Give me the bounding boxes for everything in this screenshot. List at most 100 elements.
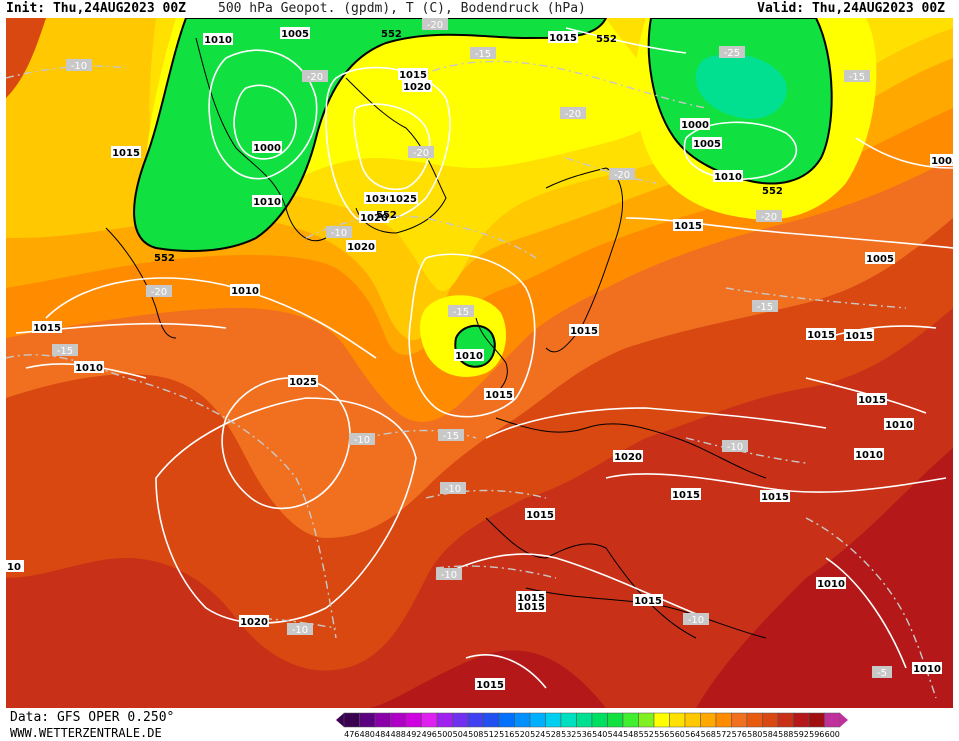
svg-text:1015: 1015 — [517, 602, 545, 613]
legend-swatch — [576, 712, 593, 728]
legend-swatch — [405, 712, 422, 728]
legend-label: 524 — [530, 730, 546, 739]
svg-text:1015: 1015 — [399, 70, 427, 81]
legend-label: 596 — [809, 730, 825, 739]
svg-text:-10: -10 — [354, 435, 370, 446]
legend-swatch — [669, 712, 686, 728]
legend-label: 544 — [607, 730, 623, 739]
legend-label: 584 — [762, 730, 778, 739]
field-red-corner — [6, 18, 46, 98]
legend-swatch — [467, 712, 484, 728]
legend-swatch — [700, 712, 717, 728]
legend-label: 592 — [793, 730, 809, 739]
pressure-label: 1005 — [930, 154, 953, 167]
svg-text:1005: 1005 — [866, 254, 894, 265]
svg-text:1010: 1010 — [75, 363, 103, 374]
legend-swatch — [684, 712, 701, 728]
legend-labels: 4764804844884924965005045085125165205245… — [344, 730, 840, 739]
pressure-label: 1020 — [613, 450, 643, 463]
pressure-label: 1010 — [252, 195, 282, 208]
valid-time: Valid: Thu,24AUG2023 00Z — [757, 1, 945, 16]
pressure-label: 1000 — [680, 118, 710, 131]
temp-label: -20 — [756, 210, 782, 223]
svg-text:1010: 1010 — [817, 579, 845, 590]
temp-label: -10 — [287, 623, 313, 636]
legend-swatch — [746, 712, 763, 728]
pressure-label: 1010 — [454, 349, 484, 362]
pressure-label: 1015 — [484, 388, 514, 401]
legend-label: 588 — [778, 730, 794, 739]
svg-text:552: 552 — [596, 34, 617, 45]
pressure-label: 1015 — [548, 31, 578, 44]
svg-text:-15: -15 — [453, 307, 469, 318]
svg-text:-15: -15 — [475, 49, 491, 60]
legend-label: 580 — [747, 730, 763, 739]
legend-label: 540 — [592, 730, 608, 739]
data-source: Data: GFS OPER 0.250° — [10, 710, 175, 725]
temp-label: -15 — [438, 429, 464, 442]
pressure-label: 1015 — [673, 219, 703, 232]
legend-label: 504 — [452, 730, 468, 739]
pressure-label: 1010 — [854, 448, 884, 461]
svg-text:-15: -15 — [57, 346, 73, 357]
svg-text:1015: 1015 — [549, 33, 577, 44]
legend-swatch — [591, 712, 608, 728]
svg-text:-20: -20 — [614, 170, 630, 181]
pressure-label: 1000 — [252, 141, 282, 154]
svg-text:552: 552 — [376, 210, 397, 221]
svg-text:552: 552 — [381, 29, 402, 40]
legend-label: 508 — [468, 730, 484, 739]
svg-text:1015: 1015 — [845, 331, 873, 342]
svg-text:1025: 1025 — [389, 194, 417, 205]
map-title: 500 hPa Geopot. (gpdm), T (C), Bodendruc… — [218, 1, 586, 16]
svg-text:1015: 1015 — [672, 490, 700, 501]
svg-text:1025: 1025 — [289, 377, 317, 388]
temp-label: -15 — [844, 70, 870, 83]
field-green-greenland — [133, 18, 608, 252]
pressure-label: 1010 — [713, 170, 743, 183]
svg-text:-20: -20 — [427, 20, 443, 31]
legend-arrow-left — [336, 713, 344, 727]
legend-label: 512 — [483, 730, 499, 739]
temp-label: -10 — [440, 482, 466, 495]
pressure-labels: 1010 1005 1015 1000 1010 1015 1020 1030 … — [6, 27, 953, 691]
pressure-label: 1015 — [857, 393, 887, 406]
svg-text:1015: 1015 — [634, 596, 662, 607]
legend-label: 480 — [359, 730, 375, 739]
pressure-label: 1015 — [525, 508, 555, 521]
pressure-label: 1015 — [398, 68, 428, 81]
pressure-label: 1010 — [912, 662, 942, 675]
pressure-label: 1015 — [806, 328, 836, 341]
svg-text:1010: 1010 — [714, 172, 742, 183]
temp-label: -20 — [146, 285, 172, 298]
pressure-label: 10 — [6, 560, 24, 573]
temp-label: -20 — [302, 70, 328, 83]
pressure-label: 1025 — [288, 375, 318, 388]
svg-text:552: 552 — [154, 253, 175, 264]
svg-text:1020: 1020 — [360, 213, 388, 224]
pressure-label: 1020 — [359, 211, 389, 224]
svg-text:10: 10 — [7, 562, 21, 573]
legend-swatch — [529, 712, 546, 728]
svg-text:1030: 1030 — [365, 194, 393, 205]
geopot-labels: 552 552 552 552 552 — [154, 29, 783, 264]
svg-text:1000: 1000 — [253, 143, 281, 154]
legend-label: 532 — [561, 730, 577, 739]
pressure-label: 1010 — [74, 361, 104, 374]
temp-label: -10 — [349, 433, 375, 446]
svg-text:552: 552 — [762, 186, 783, 197]
svg-text:1015: 1015 — [807, 330, 835, 341]
pressure-label: 1015 — [475, 678, 505, 691]
svg-text:1020: 1020 — [614, 452, 642, 463]
pressure-label: 1020 — [239, 615, 269, 628]
legend-swatch — [483, 712, 500, 728]
legend-swatch — [390, 712, 407, 728]
svg-text:-10: -10 — [292, 625, 308, 636]
temp-label: -10 — [436, 568, 462, 581]
pressure-label: 1015 — [516, 591, 546, 604]
legend-swatch — [452, 712, 469, 728]
weather-map: 1010 1005 1015 1000 1010 1015 1020 1030 … — [6, 18, 953, 708]
temp-label: -5 — [872, 666, 892, 679]
legend-swatch — [607, 712, 624, 728]
pressure-label: 1010 — [230, 284, 260, 297]
